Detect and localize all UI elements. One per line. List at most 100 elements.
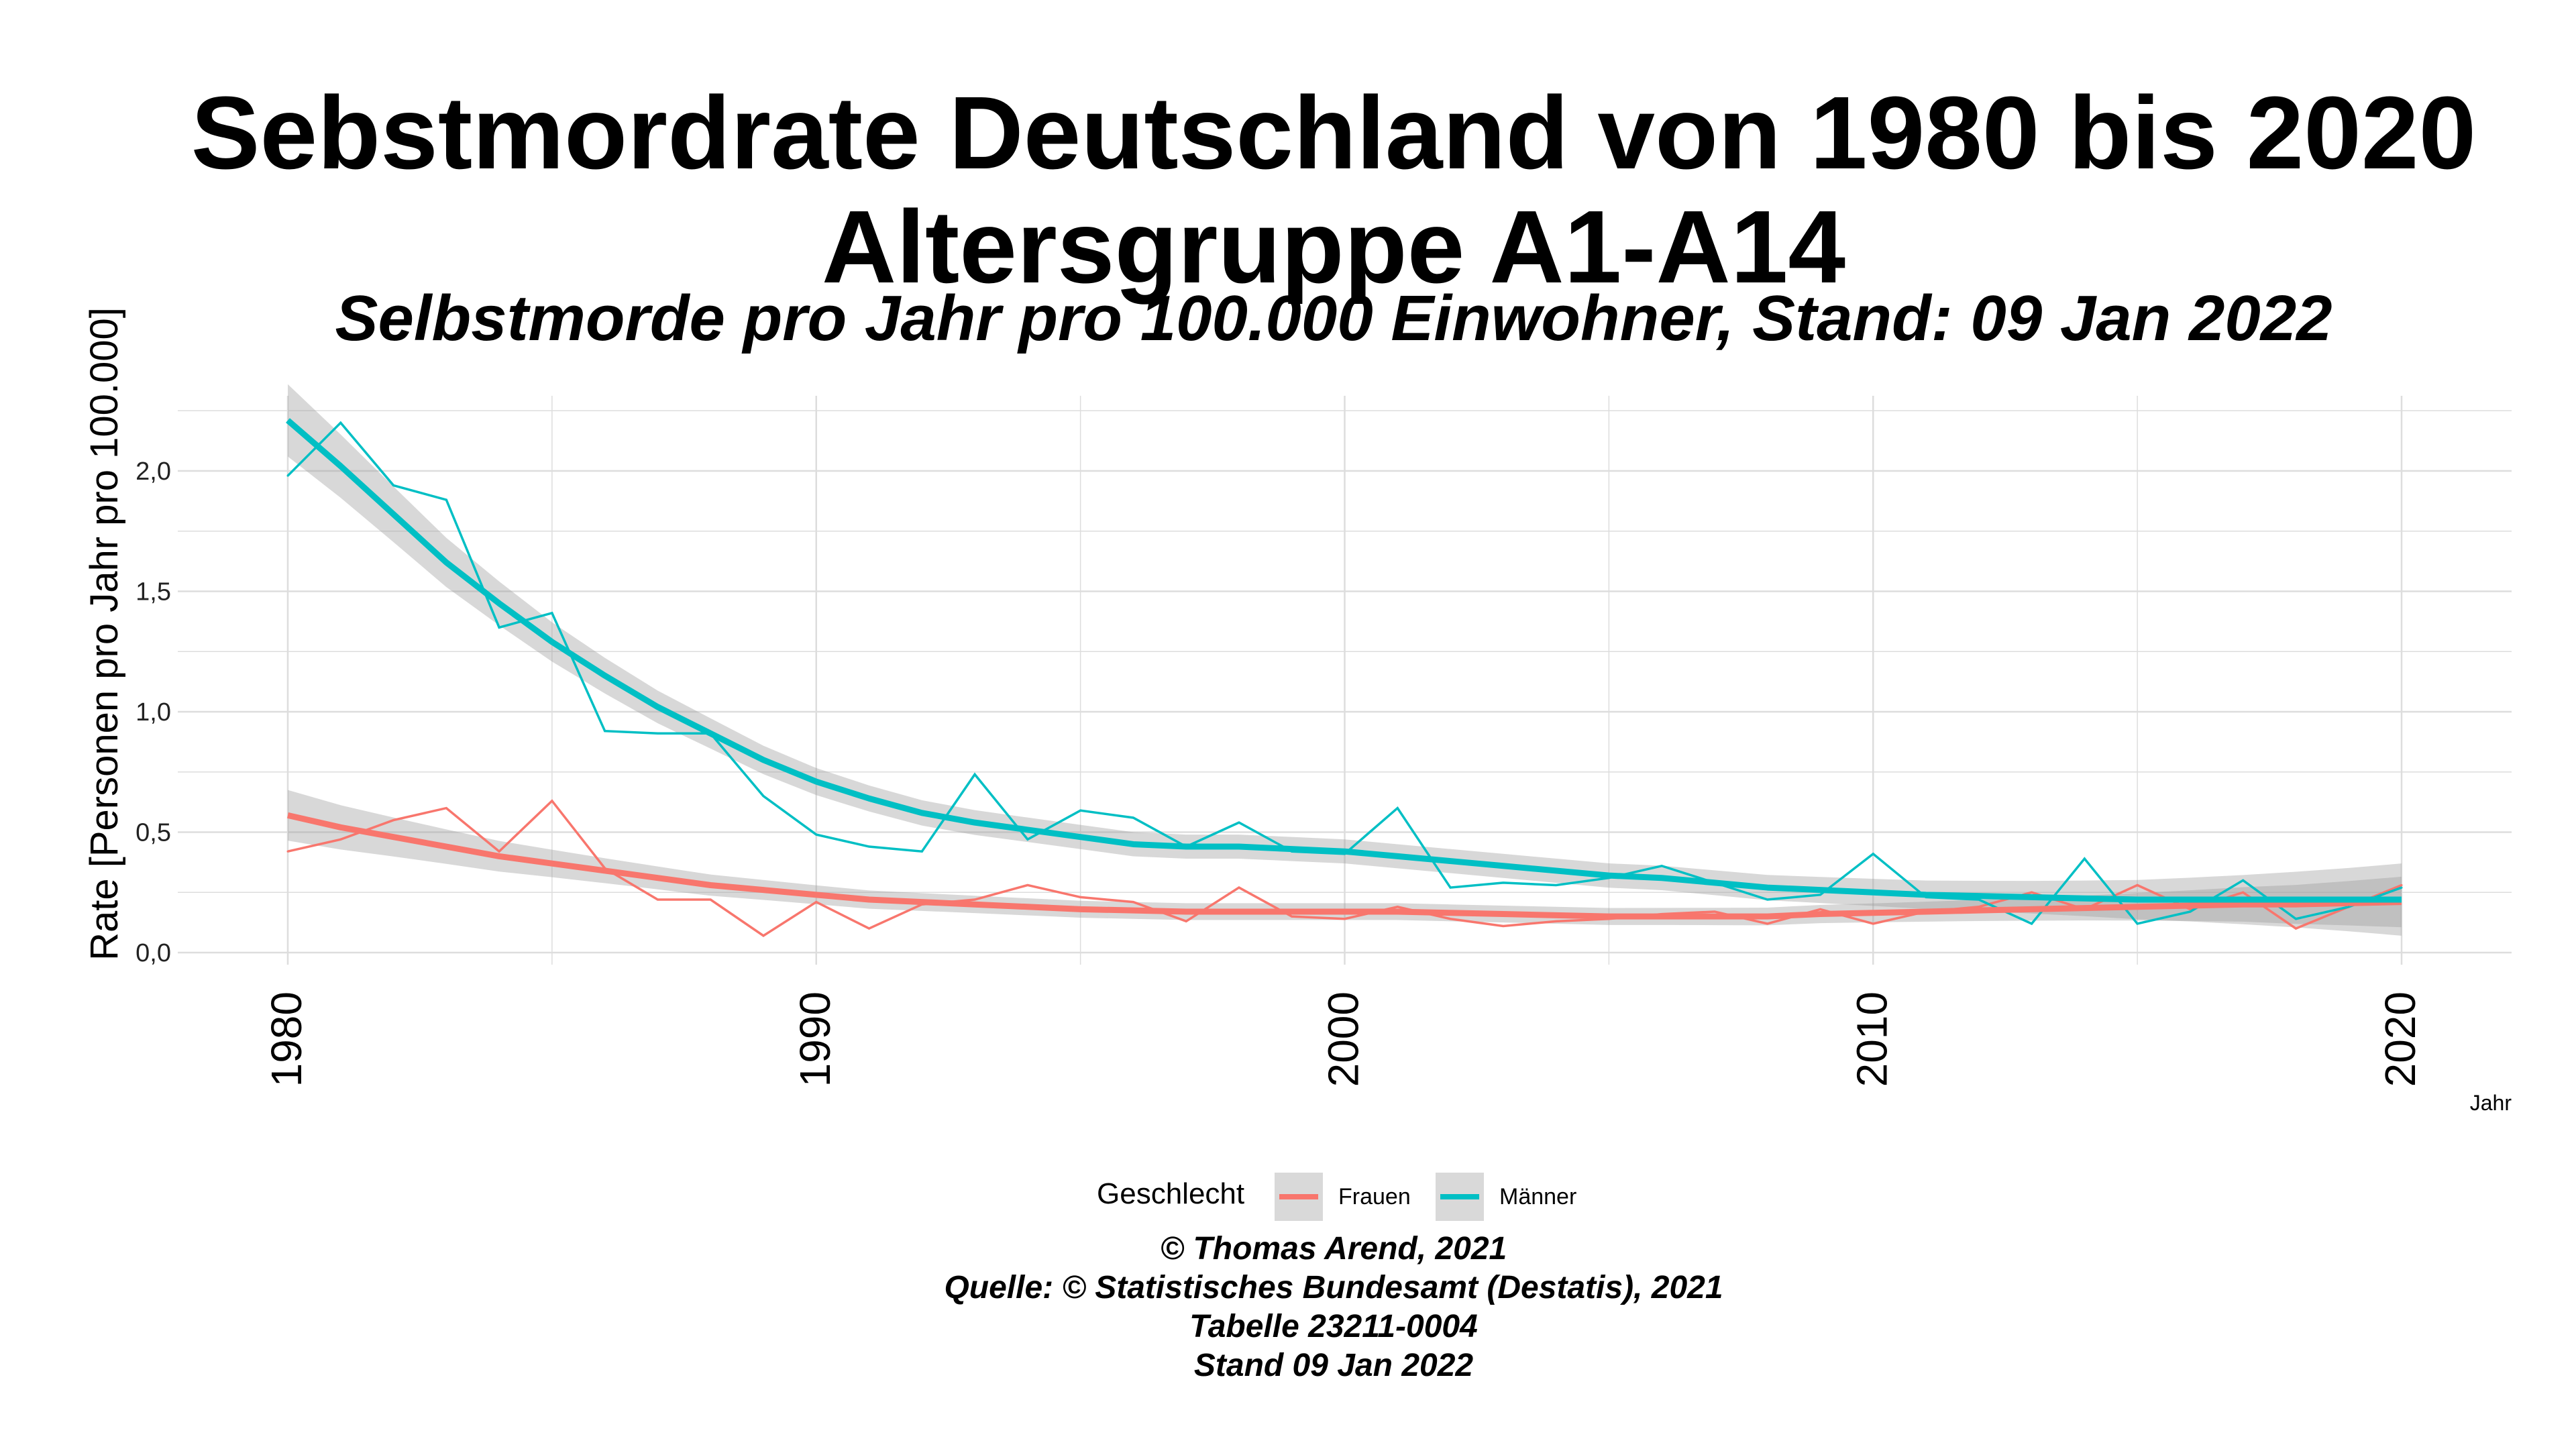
data-point-frauen (1766, 922, 1769, 925)
data-point-maenner (1819, 894, 1821, 896)
data-point-maenner (1555, 883, 1558, 886)
data-point-frauen (2242, 891, 2245, 894)
y-tick-label: 2,0 (136, 458, 171, 486)
data-point-maenner (2031, 922, 2033, 925)
data-point-frauen (1026, 883, 1029, 886)
data-point-maenner (762, 795, 765, 798)
legend: Geschlecht Frauen Männer (1097, 1173, 1576, 1221)
data-point-frauen (656, 898, 659, 901)
chart-title-line2: Altersgruppe A1-A14 (821, 189, 1846, 305)
x-axis-label: Jahr (2470, 1091, 2512, 1115)
data-point-frauen (1079, 896, 1082, 898)
data-point-maenner (445, 498, 447, 501)
x-tick-label: 1990 (791, 991, 839, 1087)
data-point-maenner (1713, 881, 1716, 884)
data-point-maenner (1925, 896, 1927, 898)
data-point-frauen (1978, 906, 1980, 908)
caption-date: Stand 09 Jan 2022 (1193, 1348, 1474, 1383)
data-point-maenner (551, 612, 553, 614)
legend-label-frauen: Frauen (1338, 1184, 1411, 1210)
data-point-frauen (2136, 883, 2139, 886)
data-point-maenner (1872, 853, 1874, 855)
data-point-maenner (604, 730, 606, 733)
data-point-maenner (1660, 865, 1663, 867)
grid-lines (178, 396, 2512, 965)
data-point-frauen (286, 850, 289, 853)
data-point-frauen (1660, 913, 1663, 916)
data-point-maenner (1607, 877, 1610, 879)
data-point-frauen (2189, 908, 2192, 910)
data-point-frauen (1713, 910, 1716, 913)
data-point-frauen (762, 934, 765, 937)
caption-author: © Thomas Arend, 2021 (1160, 1231, 1507, 1267)
data-point-maenner (709, 732, 712, 735)
data-point-frauen (1502, 925, 1505, 928)
data-point-frauen (551, 800, 553, 802)
data-point-maenner (868, 845, 871, 848)
data-point-frauen (1607, 918, 1610, 920)
data-point-frauen (604, 867, 606, 869)
data-point-maenner (1185, 845, 1187, 848)
data-point-maenner (1291, 850, 1293, 853)
data-point-maenner (286, 474, 289, 477)
data-point-maenner (1079, 809, 1082, 812)
data-point-maenner (392, 484, 395, 487)
x-tick-label: 2010 (1847, 991, 1896, 1087)
data-point-maenner (815, 833, 818, 836)
chart-subtitle: Selbstmorde pro Jahr pro 100.000 Einwohn… (335, 282, 2332, 354)
data-point-maenner (2400, 886, 2403, 889)
y-axis-ticks: 0,0 0,5 1,0 1,5 2,0 (136, 458, 171, 967)
data-point-frauen (1449, 918, 1452, 920)
data-point-maenner (498, 626, 500, 629)
y-axis-label: Rate [Personen pro Jahr pro 100.000] (83, 307, 126, 961)
data-point-maenner (2189, 910, 2192, 913)
data-point-maenner (656, 732, 659, 735)
x-axis-ticks: 1980 1990 2000 2010 2020 (262, 991, 2424, 1087)
data-point-maenner (973, 773, 976, 775)
data-point-frauen (1291, 915, 1293, 918)
data-point-frauen (339, 838, 342, 841)
data-point-frauen (1132, 901, 1134, 904)
x-tick-label: 2020 (2376, 991, 2424, 1087)
trend-line-maenner (286, 418, 2402, 903)
data-point-frauen (1872, 922, 1874, 925)
data-point-frauen (1185, 920, 1187, 922)
y-tick-label: 0,5 (136, 819, 171, 847)
smoothed-series-lines (286, 418, 2402, 920)
data-point-maenner (2347, 906, 2350, 908)
data-point-maenner (1344, 853, 1346, 855)
data-point-frauen (1238, 886, 1240, 889)
data-point-frauen (392, 819, 395, 822)
trend-line-frauen (287, 812, 2402, 920)
caption-source: Quelle: © Statistisches Bundesamt (Desta… (944, 1270, 1723, 1305)
data-point-frauen (1555, 920, 1558, 922)
data-point-frauen (2400, 883, 2403, 886)
confidence-band-maenner (288, 384, 2402, 936)
data-point-maenner (2242, 879, 2245, 881)
data-point-maenner (2136, 922, 2139, 925)
x-tick-label: 2000 (1320, 991, 1368, 1087)
data-point-frauen (1344, 918, 1346, 920)
data-point-frauen (920, 903, 923, 906)
data-point-maenner (1238, 821, 1240, 824)
data-point-maenner (920, 850, 923, 853)
data-point-frauen (2294, 927, 2297, 930)
chart-title-line1: Sebstmordrate Deutschland von 1980 bis 2… (191, 75, 2477, 191)
legend-title: Geschlecht (1097, 1177, 1244, 1210)
data-point-maenner (1396, 807, 1399, 810)
x-tick-label: 1980 (262, 991, 311, 1087)
y-tick-label: 1,0 (136, 698, 171, 727)
data-point-maenner (1766, 898, 1769, 901)
data-point-maenner (1978, 898, 1980, 901)
data-point-maenner (2083, 857, 2086, 860)
data-point-maenner (2294, 918, 2297, 920)
data-points (286, 421, 2403, 937)
data-point-maenner (1449, 886, 1452, 889)
data-point-maenner (1132, 816, 1134, 819)
data-point-frauen (1819, 908, 1821, 910)
data-point-maenner (1026, 838, 1029, 841)
y-tick-label: 0,0 (136, 939, 171, 967)
data-point-frauen (1396, 906, 1399, 908)
data-point-frauen (445, 807, 447, 810)
